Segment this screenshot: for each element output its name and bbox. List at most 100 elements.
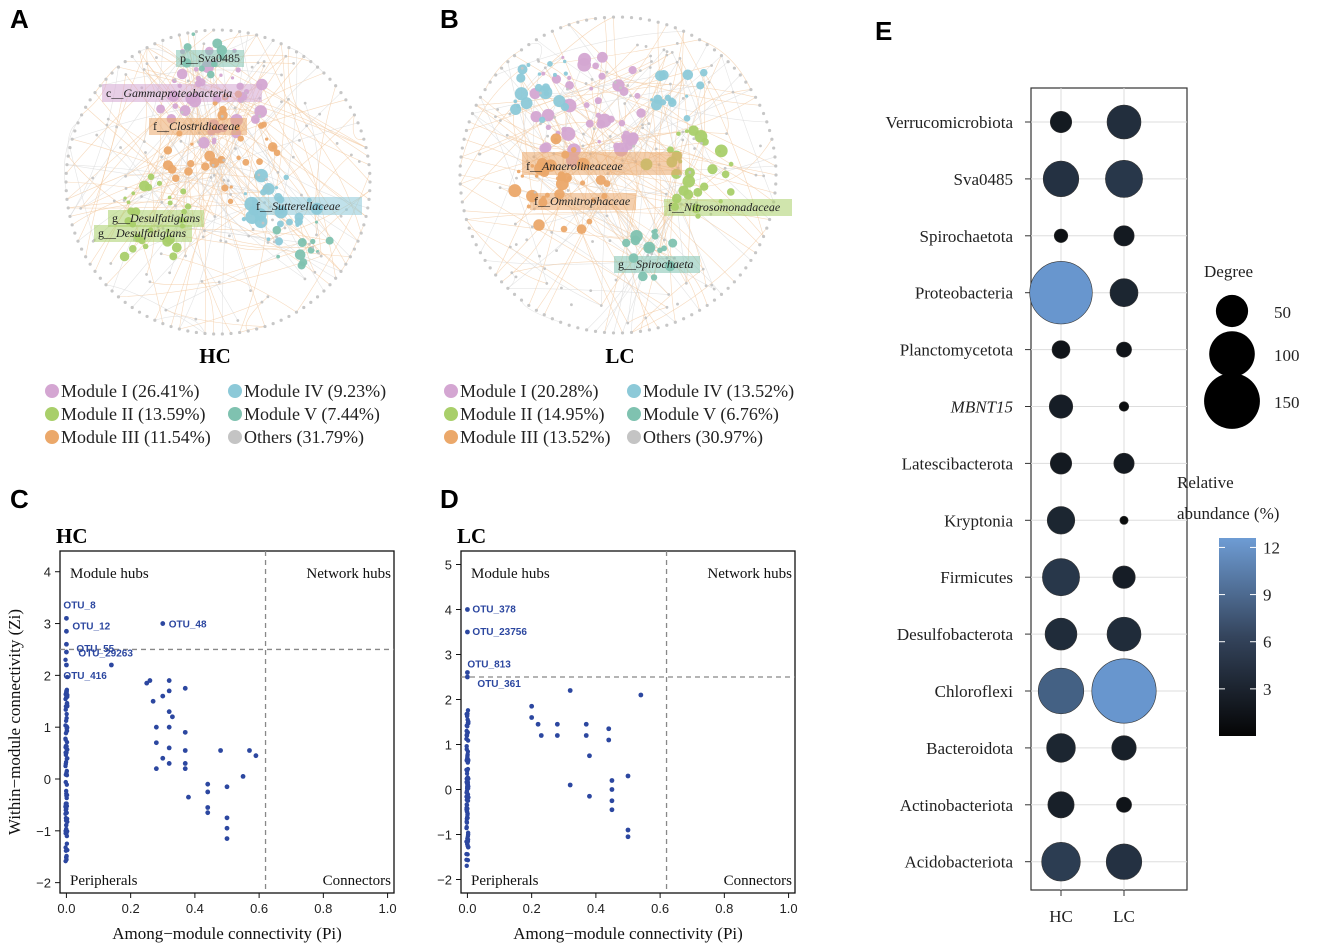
network-node: [539, 91, 542, 95]
network-node: [620, 331, 625, 335]
network-node: [311, 245, 315, 249]
phylum-label: Spirochaetota: [920, 227, 1014, 246]
network-node: [104, 283, 108, 287]
data-point: [464, 776, 469, 781]
network-node: [726, 286, 730, 290]
legend-entry: Module III (11.54%): [61, 427, 211, 448]
network-node: [364, 145, 368, 150]
network-node: [298, 220, 303, 225]
network-node: [705, 303, 709, 308]
bubble: [1106, 104, 1142, 140]
taxon-name: Sutterellaceae: [272, 199, 341, 213]
network-node: [266, 237, 271, 242]
network-node: [607, 115, 615, 123]
network-node: [180, 188, 187, 195]
network-node: [690, 313, 694, 317]
network-node: [668, 238, 678, 248]
network-node: [647, 18, 651, 22]
network-node: [665, 50, 669, 54]
network-edge: [315, 85, 336, 235]
network-node: [676, 302, 679, 306]
network-node: [280, 73, 283, 77]
data-point: [166, 745, 172, 751]
y-tick-label: −1: [437, 828, 452, 843]
data-point: [160, 755, 166, 761]
network-node: [712, 298, 717, 302]
network-node: [561, 55, 565, 59]
network-node: [700, 141, 703, 145]
network-node: [256, 61, 260, 65]
network-node: [203, 331, 207, 336]
network-node: [110, 289, 114, 293]
network-node: [719, 292, 724, 297]
network-node: [630, 235, 641, 246]
network-node: [233, 147, 237, 150]
network-node: [221, 184, 229, 192]
network-node: [276, 220, 284, 228]
data-point: [205, 810, 211, 816]
network-node: [359, 129, 363, 133]
network-edge: [212, 165, 254, 230]
data-point: [224, 815, 230, 821]
phylum-label: Proteobacteria: [915, 284, 1014, 303]
network-node: [707, 164, 718, 175]
network-edge: [66, 164, 264, 193]
network-node: [761, 234, 766, 239]
network-node: [649, 54, 652, 58]
network-node: [723, 166, 727, 170]
network-node: [129, 245, 137, 253]
network-node: [665, 53, 669, 57]
network-node: [774, 173, 778, 177]
network-node: [681, 138, 685, 142]
network-node: [283, 226, 287, 230]
network-node: [560, 286, 563, 290]
data-point: [160, 693, 166, 699]
network-node: [744, 266, 748, 270]
legend-swatch: [444, 384, 458, 398]
network-edge: [600, 124, 650, 330]
network-node: [352, 247, 357, 251]
data-point: [64, 822, 69, 828]
network-node: [236, 319, 240, 322]
legend-entry: Module IV (13.52%): [643, 381, 794, 402]
network-edge: [631, 227, 768, 333]
network-node: [668, 98, 677, 107]
network-node: [585, 328, 589, 332]
network-node: [172, 174, 180, 182]
data-point: [464, 863, 469, 868]
data-point: [609, 807, 615, 813]
data-point: [166, 724, 172, 730]
plot-title: HC: [56, 524, 88, 548]
network-node: [605, 70, 609, 74]
network-node: [681, 130, 685, 134]
network-node: [368, 180, 372, 184]
network-node: [516, 169, 521, 174]
network-node: [236, 155, 241, 161]
network-edge: [268, 190, 370, 240]
data-point: [166, 678, 172, 683]
y-tick-label: −2: [437, 873, 452, 888]
network-node: [693, 187, 703, 197]
network-node: [359, 231, 363, 235]
network-node: [88, 98, 92, 102]
data-point: [535, 721, 541, 727]
network-edge: [256, 120, 319, 254]
data-point: [464, 736, 469, 742]
panel-label-e: E: [875, 16, 892, 46]
network-node: [184, 203, 192, 210]
hub-point: [64, 649, 69, 655]
network-node: [603, 180, 611, 187]
network-edge: [548, 122, 590, 128]
network-node: [302, 54, 306, 59]
network-node: [283, 174, 289, 181]
network-node: [681, 97, 685, 100]
network-node: [198, 65, 205, 72]
network-node: [263, 35, 267, 40]
network-node: [537, 72, 542, 76]
network-node: [222, 178, 226, 182]
hub-point: [160, 621, 166, 626]
data-point: [464, 767, 469, 773]
network-node: [628, 65, 637, 75]
data-point: [64, 702, 70, 708]
network-node: [506, 60, 510, 64]
